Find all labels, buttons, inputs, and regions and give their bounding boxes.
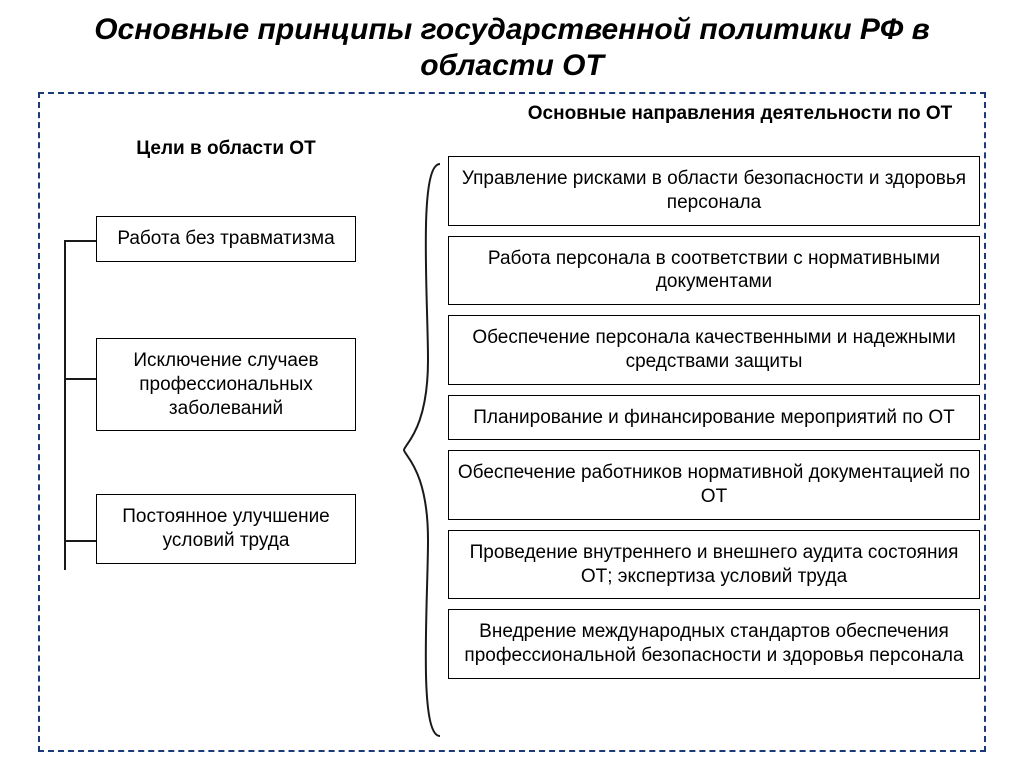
right-box-4: Планирование и финансирование мероприяти… (448, 395, 980, 441)
right-column-header: Основные направления деятельности по ОТ (520, 102, 960, 126)
right-box-3: Обеспечение персонала качественными и на… (448, 315, 980, 385)
right-box-2: Работа персонала в соответствии с нормат… (448, 236, 980, 306)
left-connector-h3 (64, 540, 96, 542)
left-connector-vertical (64, 240, 66, 570)
left-column-header: Цели в области ОТ (96, 138, 356, 160)
left-box-2: Исключение случаев профессиональных забо… (96, 338, 356, 431)
left-box-3: Постоянное улучшение условий труда (96, 494, 356, 564)
left-connector-h1 (64, 240, 96, 242)
left-box-1: Работа без травматизма (96, 216, 356, 262)
right-column: Управление рисками в области безопасност… (448, 156, 980, 689)
right-box-5: Обеспечение работников нормативной докум… (448, 450, 980, 520)
right-box-1: Управление рисками в области безопасност… (448, 156, 980, 226)
right-box-6: Проведение внутреннего и внешнего аудита… (448, 530, 980, 600)
left-connector-h2 (64, 378, 96, 380)
page-title: Основные принципы государственной полити… (0, 0, 1024, 92)
right-curly-brace (400, 160, 442, 740)
right-box-7: Внедрение международных стандартов обесп… (448, 609, 980, 679)
